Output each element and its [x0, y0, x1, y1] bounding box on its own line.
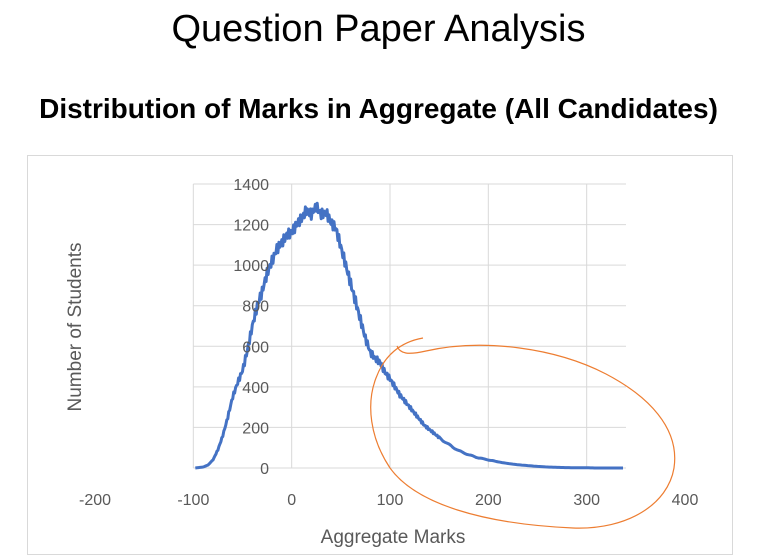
y-tick-label: 0	[260, 461, 269, 478]
y-tick-label: 600	[242, 339, 269, 356]
x-tick-label: 0	[287, 492, 296, 509]
distribution-chart: -200 -100 0 100 200 300 400 0 200 400 600 800 1000 12…	[65, 177, 698, 548]
series-layer	[195, 201, 623, 470]
annotation-layer	[370, 337, 676, 529]
y-tick-label: 1200	[233, 218, 269, 235]
page-title: Question Paper Analysis	[171, 8, 586, 50]
chart-area: -200 -100 0 100 200 300 400 0 200 400 600 800 1000 12…	[27, 155, 733, 555]
x-tick-label: -200	[79, 492, 111, 509]
x-axis-title: Aggregate Marks	[321, 527, 466, 548]
x-tick-label: 300	[573, 492, 600, 509]
y-tick-label: 200	[242, 420, 269, 437]
y-tick-label: 800	[242, 299, 269, 316]
y-tick-label: 1400	[233, 177, 269, 194]
gridlines	[192, 183, 626, 469]
tick-labels: -200 -100 0 100 200 300 400 0 200 400 600 800 1000 12…	[79, 177, 698, 509]
annotation-circle	[370, 337, 676, 529]
series-line	[195, 201, 623, 470]
y-axis-title: Number of Students	[65, 243, 86, 412]
x-tick-label: -100	[177, 492, 209, 509]
y-tick-label: 1000	[233, 258, 269, 275]
x-tick-label: 400	[672, 492, 699, 509]
chart-heading: Distribution of Marks in Aggregate (All …	[39, 93, 718, 124]
x-tick-label: 100	[377, 492, 404, 509]
y-tick-label: 400	[242, 380, 269, 397]
x-tick-label: 200	[475, 492, 502, 509]
